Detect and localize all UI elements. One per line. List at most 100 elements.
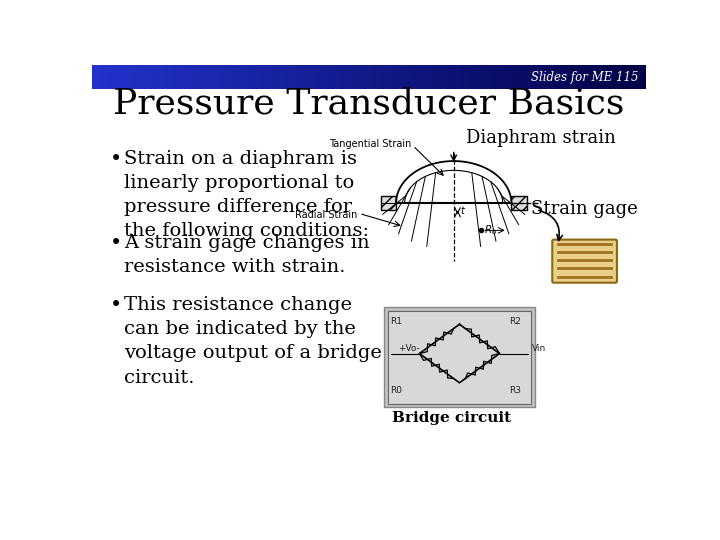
Bar bbox=[338, 65, 342, 90]
Bar bbox=[186, 65, 189, 90]
Bar bbox=[197, 65, 201, 90]
Bar bbox=[256, 65, 259, 90]
Text: •: • bbox=[110, 234, 122, 253]
Bar bbox=[410, 65, 414, 90]
Bar bbox=[142, 65, 145, 90]
Bar bbox=[394, 65, 397, 90]
Text: Vin: Vin bbox=[531, 344, 546, 353]
Bar bbox=[508, 65, 511, 90]
Bar bbox=[441, 65, 445, 90]
Bar bbox=[530, 65, 534, 90]
Bar bbox=[106, 65, 109, 90]
Bar bbox=[178, 65, 181, 90]
Bar bbox=[247, 65, 251, 90]
Bar bbox=[236, 65, 240, 90]
Bar bbox=[352, 65, 356, 90]
Bar bbox=[220, 65, 223, 90]
Bar bbox=[419, 65, 423, 90]
Text: $R_o$: $R_o$ bbox=[484, 224, 497, 237]
Bar bbox=[624, 65, 628, 90]
Bar bbox=[169, 65, 173, 90]
Bar bbox=[372, 65, 375, 90]
Bar bbox=[175, 65, 179, 90]
Bar bbox=[280, 65, 284, 90]
Bar bbox=[341, 65, 345, 90]
Bar bbox=[613, 65, 616, 90]
Bar bbox=[205, 65, 209, 90]
Bar bbox=[297, 65, 300, 90]
Bar bbox=[593, 65, 597, 90]
Bar bbox=[286, 65, 289, 90]
Bar bbox=[563, 65, 567, 90]
Bar bbox=[292, 65, 295, 90]
Bar bbox=[369, 65, 372, 90]
Bar bbox=[518, 65, 522, 90]
Bar bbox=[599, 65, 603, 90]
Bar bbox=[455, 65, 459, 90]
Bar bbox=[582, 65, 586, 90]
Bar bbox=[94, 65, 98, 90]
Bar bbox=[488, 65, 492, 90]
Text: A strain gage changes in
resistance with strain.: A strain gage changes in resistance with… bbox=[124, 234, 370, 276]
Bar bbox=[225, 65, 228, 90]
FancyBboxPatch shape bbox=[552, 240, 617, 283]
Bar bbox=[413, 65, 417, 90]
Bar bbox=[128, 65, 131, 90]
Bar bbox=[458, 65, 462, 90]
Bar bbox=[111, 65, 114, 90]
Text: Diaphram strain: Diaphram strain bbox=[466, 129, 616, 147]
Bar bbox=[610, 65, 613, 90]
Bar bbox=[244, 65, 248, 90]
Text: +Vo-: +Vo- bbox=[398, 344, 420, 353]
Bar bbox=[391, 65, 395, 90]
Bar bbox=[272, 65, 276, 90]
Bar bbox=[222, 65, 225, 90]
Bar bbox=[629, 65, 633, 90]
Bar bbox=[572, 65, 575, 90]
Bar bbox=[554, 65, 558, 90]
Text: R2: R2 bbox=[509, 318, 521, 326]
Bar bbox=[541, 65, 544, 90]
Bar bbox=[181, 65, 184, 90]
Bar bbox=[277, 65, 281, 90]
Bar bbox=[239, 65, 242, 90]
Text: R3: R3 bbox=[509, 386, 521, 395]
Bar bbox=[535, 65, 539, 90]
Bar bbox=[355, 65, 359, 90]
Bar bbox=[605, 65, 608, 90]
Bar bbox=[502, 65, 505, 90]
Bar bbox=[499, 65, 503, 90]
Bar bbox=[333, 65, 336, 90]
Bar bbox=[438, 65, 442, 90]
Bar bbox=[430, 65, 433, 90]
Bar bbox=[494, 65, 498, 90]
Bar bbox=[590, 65, 594, 90]
Bar bbox=[266, 65, 270, 90]
Bar bbox=[200, 65, 204, 90]
Bar bbox=[569, 65, 572, 90]
Bar bbox=[97, 65, 101, 90]
Bar bbox=[258, 65, 261, 90]
Bar bbox=[538, 65, 541, 90]
Bar bbox=[130, 65, 134, 90]
Bar bbox=[463, 65, 467, 90]
Bar bbox=[566, 65, 570, 90]
Bar bbox=[328, 65, 331, 90]
Bar bbox=[336, 65, 339, 90]
Bar bbox=[384, 307, 534, 408]
Bar bbox=[364, 65, 367, 90]
Bar bbox=[618, 65, 622, 90]
Bar bbox=[261, 65, 264, 90]
Bar bbox=[172, 65, 176, 90]
Text: Bridge circuit: Bridge circuit bbox=[392, 411, 511, 426]
Bar bbox=[524, 65, 528, 90]
Bar bbox=[449, 65, 453, 90]
Bar bbox=[314, 65, 317, 90]
Bar bbox=[194, 65, 198, 90]
Bar bbox=[627, 65, 630, 90]
Bar bbox=[400, 65, 403, 90]
Bar bbox=[574, 65, 577, 90]
Bar bbox=[208, 65, 212, 90]
Bar bbox=[383, 65, 387, 90]
Bar bbox=[217, 65, 220, 90]
